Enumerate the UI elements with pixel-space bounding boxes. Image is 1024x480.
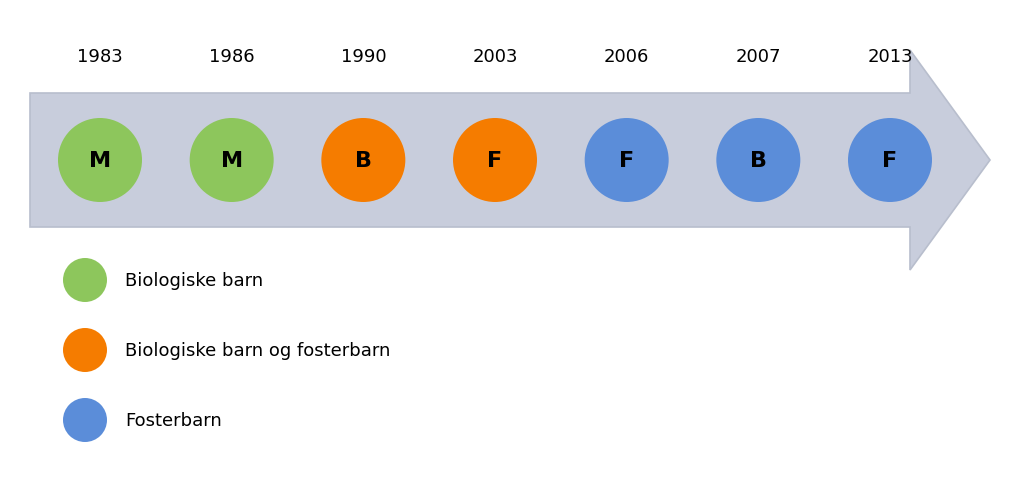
Circle shape	[63, 328, 106, 372]
Text: Biologiske barn: Biologiske barn	[125, 271, 263, 289]
Text: Biologiske barn og fosterbarn: Biologiske barn og fosterbarn	[125, 341, 390, 359]
Text: B: B	[750, 151, 767, 171]
Text: 2013: 2013	[867, 48, 912, 66]
Circle shape	[453, 119, 537, 203]
Text: F: F	[883, 151, 898, 171]
Circle shape	[717, 119, 801, 203]
Text: B: B	[355, 151, 372, 171]
Circle shape	[848, 119, 932, 203]
Circle shape	[63, 258, 106, 302]
Circle shape	[322, 119, 406, 203]
Text: F: F	[620, 151, 634, 171]
Circle shape	[63, 398, 106, 442]
Circle shape	[189, 119, 273, 203]
Text: 2007: 2007	[735, 48, 781, 66]
Text: 1990: 1990	[341, 48, 386, 66]
Circle shape	[58, 119, 142, 203]
Text: 1986: 1986	[209, 48, 255, 66]
Text: M: M	[220, 151, 243, 171]
Text: Fosterbarn: Fosterbarn	[125, 411, 222, 429]
Text: M: M	[89, 151, 111, 171]
Text: 1983: 1983	[77, 48, 123, 66]
Text: 2003: 2003	[472, 48, 518, 66]
Text: F: F	[487, 151, 503, 171]
Text: 2006: 2006	[604, 48, 649, 66]
Polygon shape	[30, 51, 990, 270]
Circle shape	[585, 119, 669, 203]
